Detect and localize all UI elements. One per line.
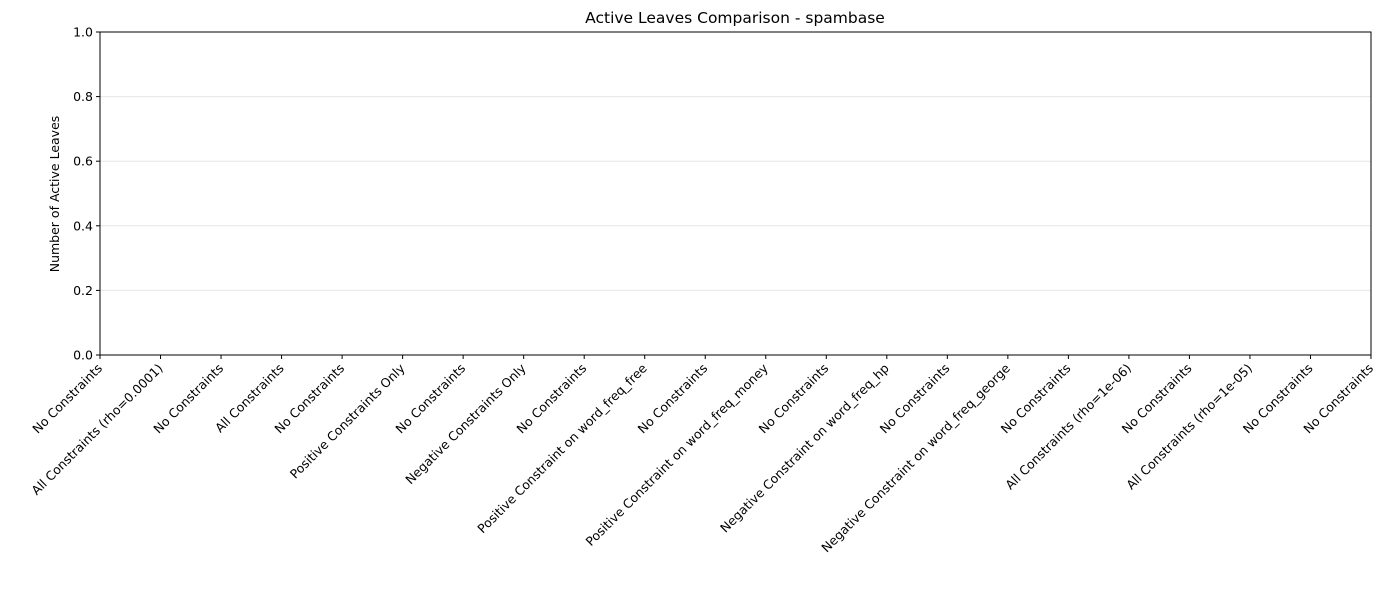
y-tick-label: 0.0 <box>73 348 93 363</box>
x-tick-label: Negative Constraints Only <box>402 360 529 487</box>
y-tick-label: 0.4 <box>73 218 93 233</box>
x-tick-label: All Constraints (rho=1e-06) <box>1002 361 1134 493</box>
y-tick-label: 0.2 <box>73 283 93 298</box>
y-tick-label: 0.8 <box>73 89 93 104</box>
x-tick-label: All Constraints (rho=1e-05) <box>1123 361 1255 493</box>
chart-title: Active Leaves Comparison - spambase <box>585 9 885 27</box>
y-tick-label: 0.6 <box>73 154 93 169</box>
y-tick-label: 1.0 <box>73 25 93 40</box>
plot-frame <box>99 31 1372 356</box>
x-tick-label: All Constraints (rho=0.0001) <box>28 361 165 498</box>
x-tick-label: Positive Constraints Only <box>287 360 408 481</box>
y-axis-label: Number of Active Leaves <box>47 116 62 273</box>
